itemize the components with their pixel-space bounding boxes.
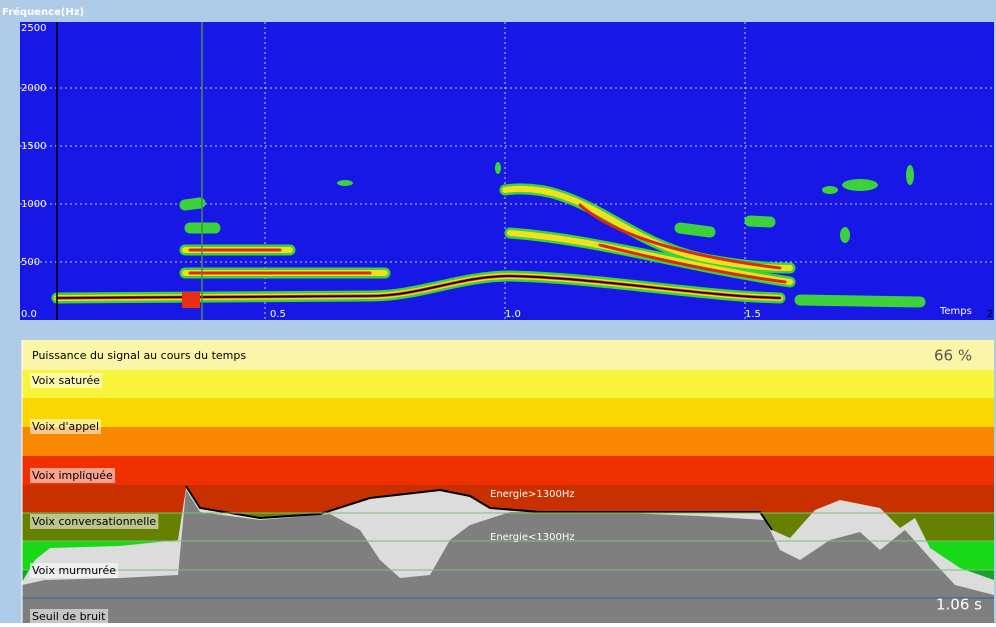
y-tick-label: 500 (21, 257, 40, 268)
zone-label-bg (30, 468, 116, 483)
power-title: Puissance du signal au cours du temps (32, 349, 246, 362)
zone-label: Voix conversationnelle (32, 515, 156, 528)
blob (842, 179, 878, 191)
y-tick-label: 1000 (21, 199, 46, 210)
zone-label: Voix murmurée (32, 564, 116, 577)
pitch-line (56, 275, 781, 299)
blob (495, 162, 501, 174)
harmonic (578, 203, 782, 270)
zone-band (22, 398, 994, 427)
x-tick-label: 0.5 (270, 309, 286, 320)
x-tick-label: 1.5 (745, 309, 761, 320)
harmonic (744, 215, 776, 228)
harmonics (51, 183, 926, 308)
zone-band (22, 456, 994, 485)
y-tick-label: 2000 (21, 83, 46, 94)
zone-label: Voix saturée (32, 374, 100, 387)
zone-label-bg (30, 563, 119, 578)
harmonic (674, 222, 716, 238)
harmonic (598, 243, 787, 284)
y-ticks: 2500 2000 1500 1000 500 0.0 (21, 23, 46, 320)
y-tick-label: 0.0 (21, 309, 37, 320)
zone-band (22, 370, 994, 398)
energy-high-label: Energie>1300Hz (490, 489, 575, 500)
spectrogram-grid (20, 22, 994, 320)
blob (840, 227, 850, 243)
noise-blobs (337, 162, 914, 243)
zone-label: Voix impliquée (32, 469, 113, 482)
zone-label-bg (30, 609, 109, 624)
blob (822, 186, 838, 194)
zone-label-bg (30, 419, 101, 434)
zone-band (22, 340, 994, 370)
power-level: 66 % (934, 347, 972, 365)
blob (337, 180, 353, 186)
x-axis-title: Temps (939, 306, 972, 317)
energy-low (22, 490, 994, 623)
y-tick-label: 2500 (21, 23, 46, 34)
blob (906, 165, 914, 185)
energy-outline (185, 485, 773, 531)
zone-label: Voix d'appel (32, 420, 99, 433)
zone-labels: Voix saturée Voix d'appel Voix impliquée Vo… (30, 373, 159, 624)
energy-low-label: Energie<1300Hz (490, 532, 575, 543)
x-tick-label: 2 (987, 309, 993, 320)
time-label: 1.06 s (936, 596, 982, 614)
zone-label-bg (30, 373, 103, 388)
y-tick-label: 1500 (21, 141, 46, 152)
zone-label-bg (30, 514, 159, 529)
harmonic (179, 197, 206, 211)
zone-label: Seuil de bruit (32, 610, 106, 623)
x-tick-label: 1.0 (505, 309, 521, 320)
onset (182, 292, 200, 308)
harmonic (794, 294, 926, 308)
y-axis-title: Fréquence(Hz) (2, 6, 84, 18)
zone-band (22, 427, 994, 456)
